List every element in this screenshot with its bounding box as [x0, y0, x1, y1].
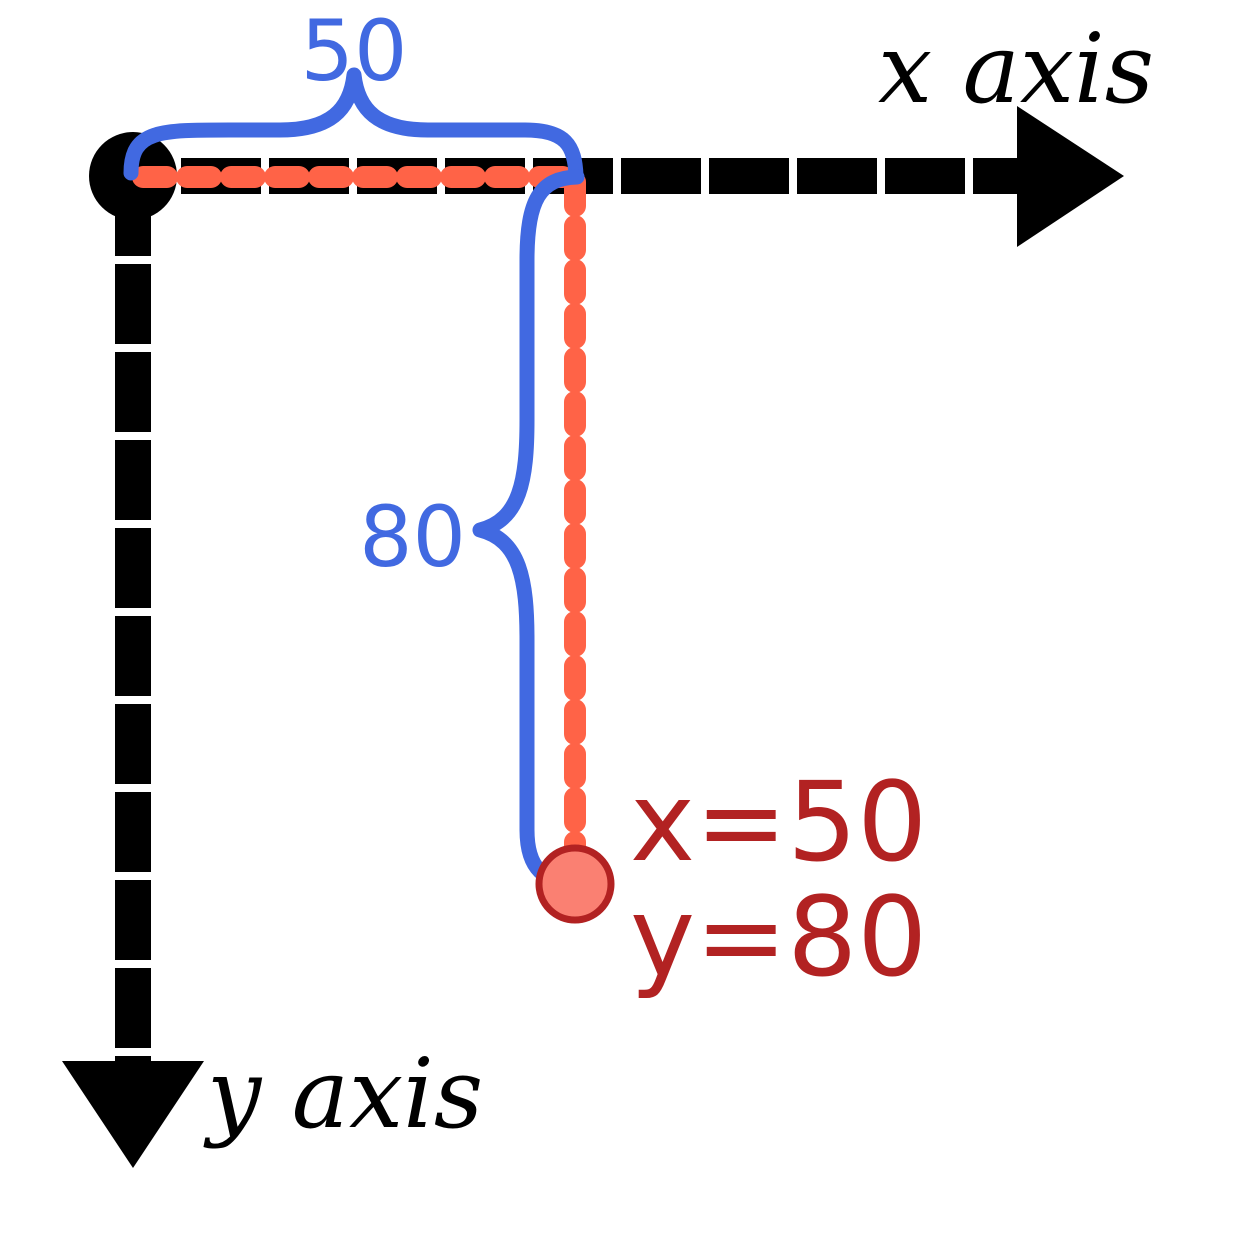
y-distance-brace	[472, 169, 585, 892]
x-distance-brace	[123, 67, 584, 184]
guide-lines	[132, 166, 586, 869]
x-axis-title: x axis	[878, 13, 1154, 125]
x-distance-label: 50	[301, 2, 408, 100]
x-axis-arrowhead	[1017, 106, 1124, 247]
y-axis-title: y axis	[203, 1038, 483, 1150]
y-axis	[62, 176, 204, 1168]
point-x-label: x=50	[630, 758, 927, 886]
braces	[123, 67, 585, 892]
point-marker	[535, 844, 615, 924]
point-y-label: y=80	[630, 873, 927, 1001]
y-distance-label: 80	[359, 488, 466, 586]
y-axis-arrowhead	[62, 1061, 204, 1168]
